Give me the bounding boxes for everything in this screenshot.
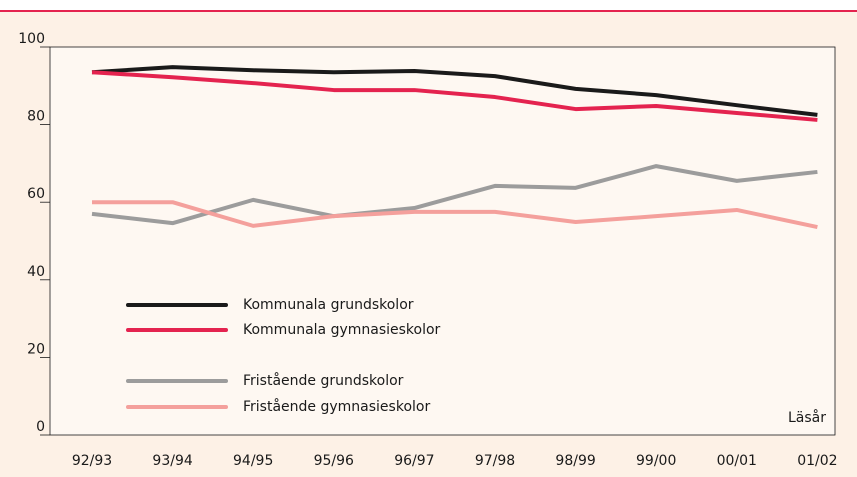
plot-area — [49, 46, 836, 436]
x-tick-label: 99/00 — [636, 453, 676, 469]
x-tick-label: 93/94 — [152, 453, 192, 469]
legend-label: Fristående gymnasieskolor — [243, 398, 430, 415]
x-tick-label: 96/97 — [394, 453, 434, 469]
legend-label: Fristående grundskolor — [243, 372, 404, 389]
y-tick-label: 0 — [36, 419, 45, 435]
legend-label: Kommunala gymnasieskolor — [243, 322, 441, 338]
series-line — [92, 200, 818, 229]
x-tick-label: 01/02 — [797, 453, 837, 469]
y-tick-label: 40 — [27, 264, 45, 280]
x-tick-label: 92/93 — [72, 453, 112, 469]
y-tick-label: 100 — [18, 31, 45, 47]
series-line — [91, 164, 818, 226]
x-axis-label: Läsår — [788, 409, 826, 426]
x-tick-label: 95/96 — [314, 453, 354, 469]
series-line — [91, 65, 818, 117]
y-tick-label: 60 — [27, 186, 45, 202]
series-line — [91, 70, 818, 122]
x-tick-label: 98/99 — [555, 453, 595, 469]
y-tick-label: 80 — [27, 109, 45, 125]
legend-label: Kommunala grundskolor — [243, 297, 414, 313]
x-tick-label: 00/01 — [717, 453, 757, 469]
y-tick-label: 20 — [27, 341, 45, 357]
x-tick-label: 97/98 — [475, 453, 515, 469]
top-strip — [0, 0, 857, 10]
x-tick-label: 94/95 — [233, 453, 273, 469]
